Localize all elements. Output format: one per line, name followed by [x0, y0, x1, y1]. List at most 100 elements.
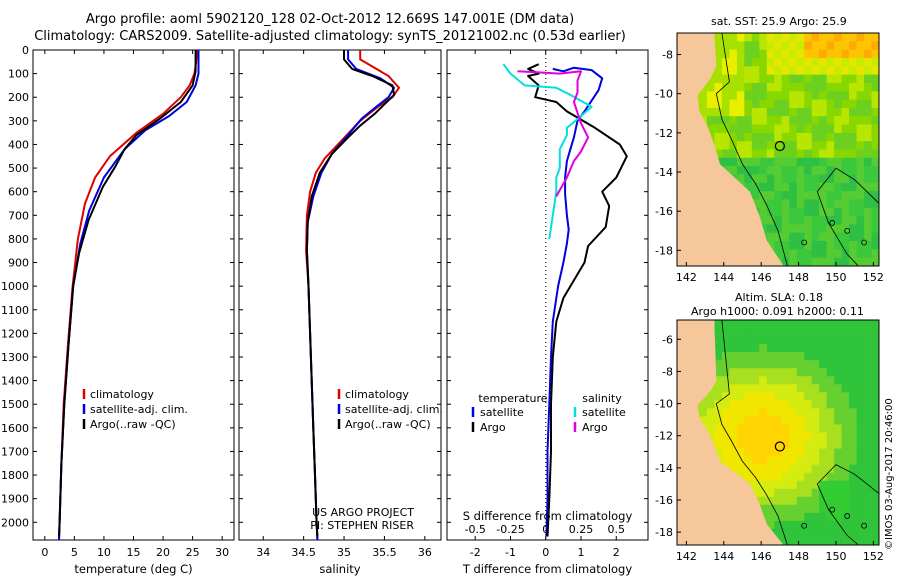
- sla_map-cell: [804, 344, 813, 353]
- sla_map-cell: [871, 400, 879, 409]
- sst_map-contour: [715, 32, 788, 267]
- sst_map-cell: [789, 216, 798, 225]
- sst_map-cell: [834, 41, 843, 51]
- sst_map-cell: [864, 33, 873, 42]
- sla_map-cell: [826, 504, 835, 514]
- sla_map-cell: [826, 392, 835, 401]
- sst_map-cell: [826, 116, 835, 126]
- sla_map-cell: [819, 472, 828, 482]
- sla_map-cell: [744, 352, 753, 361]
- sst_map-cell: [826, 82, 835, 92]
- sst_map-cell: [706, 74, 715, 84]
- sst_map-cell: [714, 107, 723, 117]
- sla_map-cell: [774, 368, 783, 377]
- sla_map-cell: [849, 424, 858, 434]
- sla_map-cell: [774, 408, 783, 417]
- sst_map-cell: [804, 149, 813, 159]
- sla_map-cell: [849, 376, 858, 385]
- sla_map-cell: [766, 480, 775, 490]
- sla_map-cell: [796, 512, 805, 522]
- sst_map-cell: [864, 224, 873, 234]
- sla_map-frame: [676, 319, 880, 546]
- sst_map-cell: [864, 207, 873, 217]
- sst_map-cell: [871, 41, 879, 51]
- sla_map-cell: [774, 456, 783, 466]
- sla_map-cell: [811, 464, 820, 474]
- salinity-series-0: [305, 50, 400, 541]
- sst_map-cell: [819, 33, 828, 42]
- sst_map-cell: [796, 249, 805, 259]
- sla_map-cell: [736, 376, 745, 385]
- sst_map-cell: [841, 182, 850, 192]
- sla_map-cell: [849, 384, 858, 393]
- sla_map-cell: [826, 360, 835, 369]
- sst_map-cell: [744, 174, 753, 184]
- sla_map-cell: [826, 328, 835, 337]
- sst_map-cell: [871, 82, 879, 92]
- sla_map-cell: [789, 328, 798, 337]
- sst_map-cell: [736, 166, 745, 175]
- sla_map-cell: [789, 504, 798, 514]
- sla_map-cell: [714, 336, 723, 345]
- sla_map-cell: [759, 360, 768, 369]
- sst_map-cell: [766, 124, 775, 134]
- sst_map-cell: [811, 257, 820, 266]
- sst_map-cell: [789, 199, 798, 209]
- sla_map-cell: [781, 400, 790, 409]
- sla_map-cell: [774, 360, 783, 369]
- sla-map-title-2: Argo h1000: 0.091 h2000: 0.11: [691, 305, 864, 318]
- sst_map-cell: [781, 124, 790, 134]
- sst_map-cell: [714, 74, 723, 84]
- sla_map-cell: [826, 416, 835, 425]
- sla_map-cell: [759, 328, 768, 337]
- sla_map-cell: [811, 480, 820, 490]
- sla_map-ytick-label: -18: [655, 526, 673, 539]
- sla_map-cell: [796, 368, 805, 377]
- sla_map-cell: [751, 320, 760, 329]
- sst_map-cell: [819, 116, 828, 126]
- sst_map-cell: [871, 199, 879, 209]
- sst_map-cell: [811, 99, 820, 109]
- sst_map-cell: [841, 232, 850, 242]
- sst_map-cell: [864, 41, 873, 51]
- depth-tick-label: 1200: [1, 327, 29, 340]
- sst_map-cell: [826, 91, 835, 101]
- sst_map-cell: [864, 199, 873, 209]
- sla_map-reef: [844, 513, 851, 519]
- sla_map-cell: [789, 336, 798, 345]
- sla_map-cell: [774, 480, 783, 490]
- sst_map-cell: [796, 49, 805, 59]
- sla_map-cell: [789, 464, 798, 474]
- sst_map-cell: [721, 91, 730, 101]
- sst_map-frame: [676, 32, 880, 267]
- credit-text: ©IMOS 03-Aug-2017 20:46:00: [884, 398, 895, 550]
- sla_map-cell: [729, 352, 738, 361]
- sst_map-cell: [789, 207, 798, 217]
- sla_map-cell: [804, 352, 813, 361]
- sst_map-contour: [816, 167, 880, 267]
- s-diff-tick-label: -0.5: [464, 523, 485, 536]
- sst_map-cell: [834, 141, 843, 151]
- sla_map-cell: [729, 360, 738, 369]
- sst_map-cell: [804, 166, 813, 175]
- depth-tick-label: 1400: [1, 375, 29, 388]
- sla_map-cell: [774, 344, 783, 353]
- sla_map-cell: [759, 336, 768, 345]
- sla_map-cell: [849, 448, 858, 458]
- sla_map-cell: [871, 336, 879, 345]
- sla_map-plot: [676, 319, 880, 546]
- sst_map-cell: [811, 41, 820, 51]
- sst_map-cell: [826, 74, 835, 84]
- sla_map-cell: [864, 336, 873, 345]
- sla_map-cell: [729, 432, 738, 442]
- sla_map-cell: [759, 472, 768, 482]
- sst_map-cell: [804, 174, 813, 184]
- sla_map-cell: [856, 480, 865, 490]
- sst_map-cell: [729, 58, 738, 67]
- sst_map-cell: [759, 191, 768, 200]
- sst_map-cell: [856, 33, 865, 42]
- sla_map-cell: [856, 384, 865, 393]
- sst_map-cell: [759, 107, 768, 117]
- sla_map-cell: [871, 456, 879, 466]
- sst_map-cell: [864, 232, 873, 242]
